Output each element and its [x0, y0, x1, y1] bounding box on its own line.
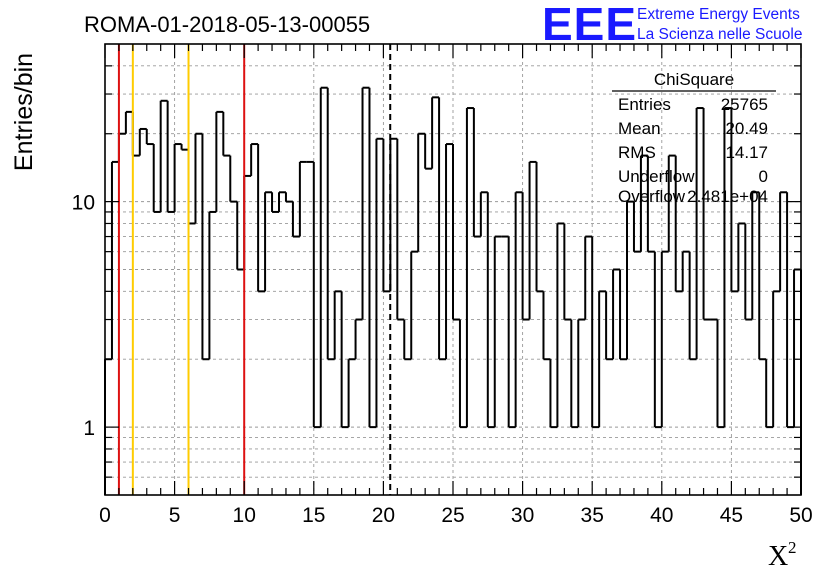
- stats-value-overflow: 2.481e+04: [687, 187, 768, 206]
- stats-box: ChiSquare Entries 25765 Mean 20.49 RMS 1…: [612, 70, 776, 206]
- chart-title: ROMA-01-2018-05-13-00055: [84, 12, 370, 37]
- x-axis-title-symbol: X: [768, 541, 788, 572]
- axes: 0 5 10 15 20 25 30 35 40 45 50 1 10: [72, 43, 813, 527]
- stats-label-entries: Entries: [618, 95, 671, 114]
- eee-logo: EEE Extreme Energy Events La Scienza nel…: [542, 0, 802, 50]
- logo-line-1: Extreme Energy Events: [637, 6, 800, 23]
- y-tick-label: 1: [83, 417, 95, 440]
- stats-value-entries: 25765: [721, 95, 768, 114]
- histogram: [104, 86, 802, 495]
- x-tick-label: 0: [99, 504, 111, 527]
- y-axis-title: Entries/bin: [10, 53, 38, 171]
- x-tick-label: 35: [581, 504, 604, 527]
- x-tick-label: 40: [650, 504, 673, 527]
- x-tick-label: 45: [720, 504, 743, 527]
- stats-label-rms: RMS: [618, 143, 656, 162]
- stats-label-overflow: Overflow: [618, 187, 686, 206]
- x-tick-label: 50: [789, 504, 812, 527]
- x-axis-title: X 2: [768, 538, 797, 572]
- stats-label-underflow: Underflow: [618, 167, 695, 186]
- x-tick-label: 10: [233, 504, 256, 527]
- x-tick-label: 15: [302, 504, 325, 527]
- x-tick-label: 5: [169, 504, 181, 527]
- x-axis-title-superscript: 2: [788, 538, 797, 557]
- stats-value-underflow: 0: [759, 167, 768, 186]
- reference-lines: [117, 44, 392, 495]
- x-tick-label: 20: [372, 504, 395, 527]
- stats-value-rms: 14.17: [725, 143, 768, 162]
- x-tick-label: 30: [511, 504, 534, 527]
- logo-line-2: La Scienza nelle Scuole: [637, 26, 802, 43]
- x-tick-label: 25: [441, 504, 464, 527]
- logo-mark: EEE: [542, 0, 637, 50]
- stats-title: ChiSquare: [654, 70, 734, 89]
- stats-label-mean: Mean: [618, 119, 661, 138]
- stats-value-mean: 20.49: [725, 119, 768, 138]
- y-tick-label: 10: [72, 192, 95, 215]
